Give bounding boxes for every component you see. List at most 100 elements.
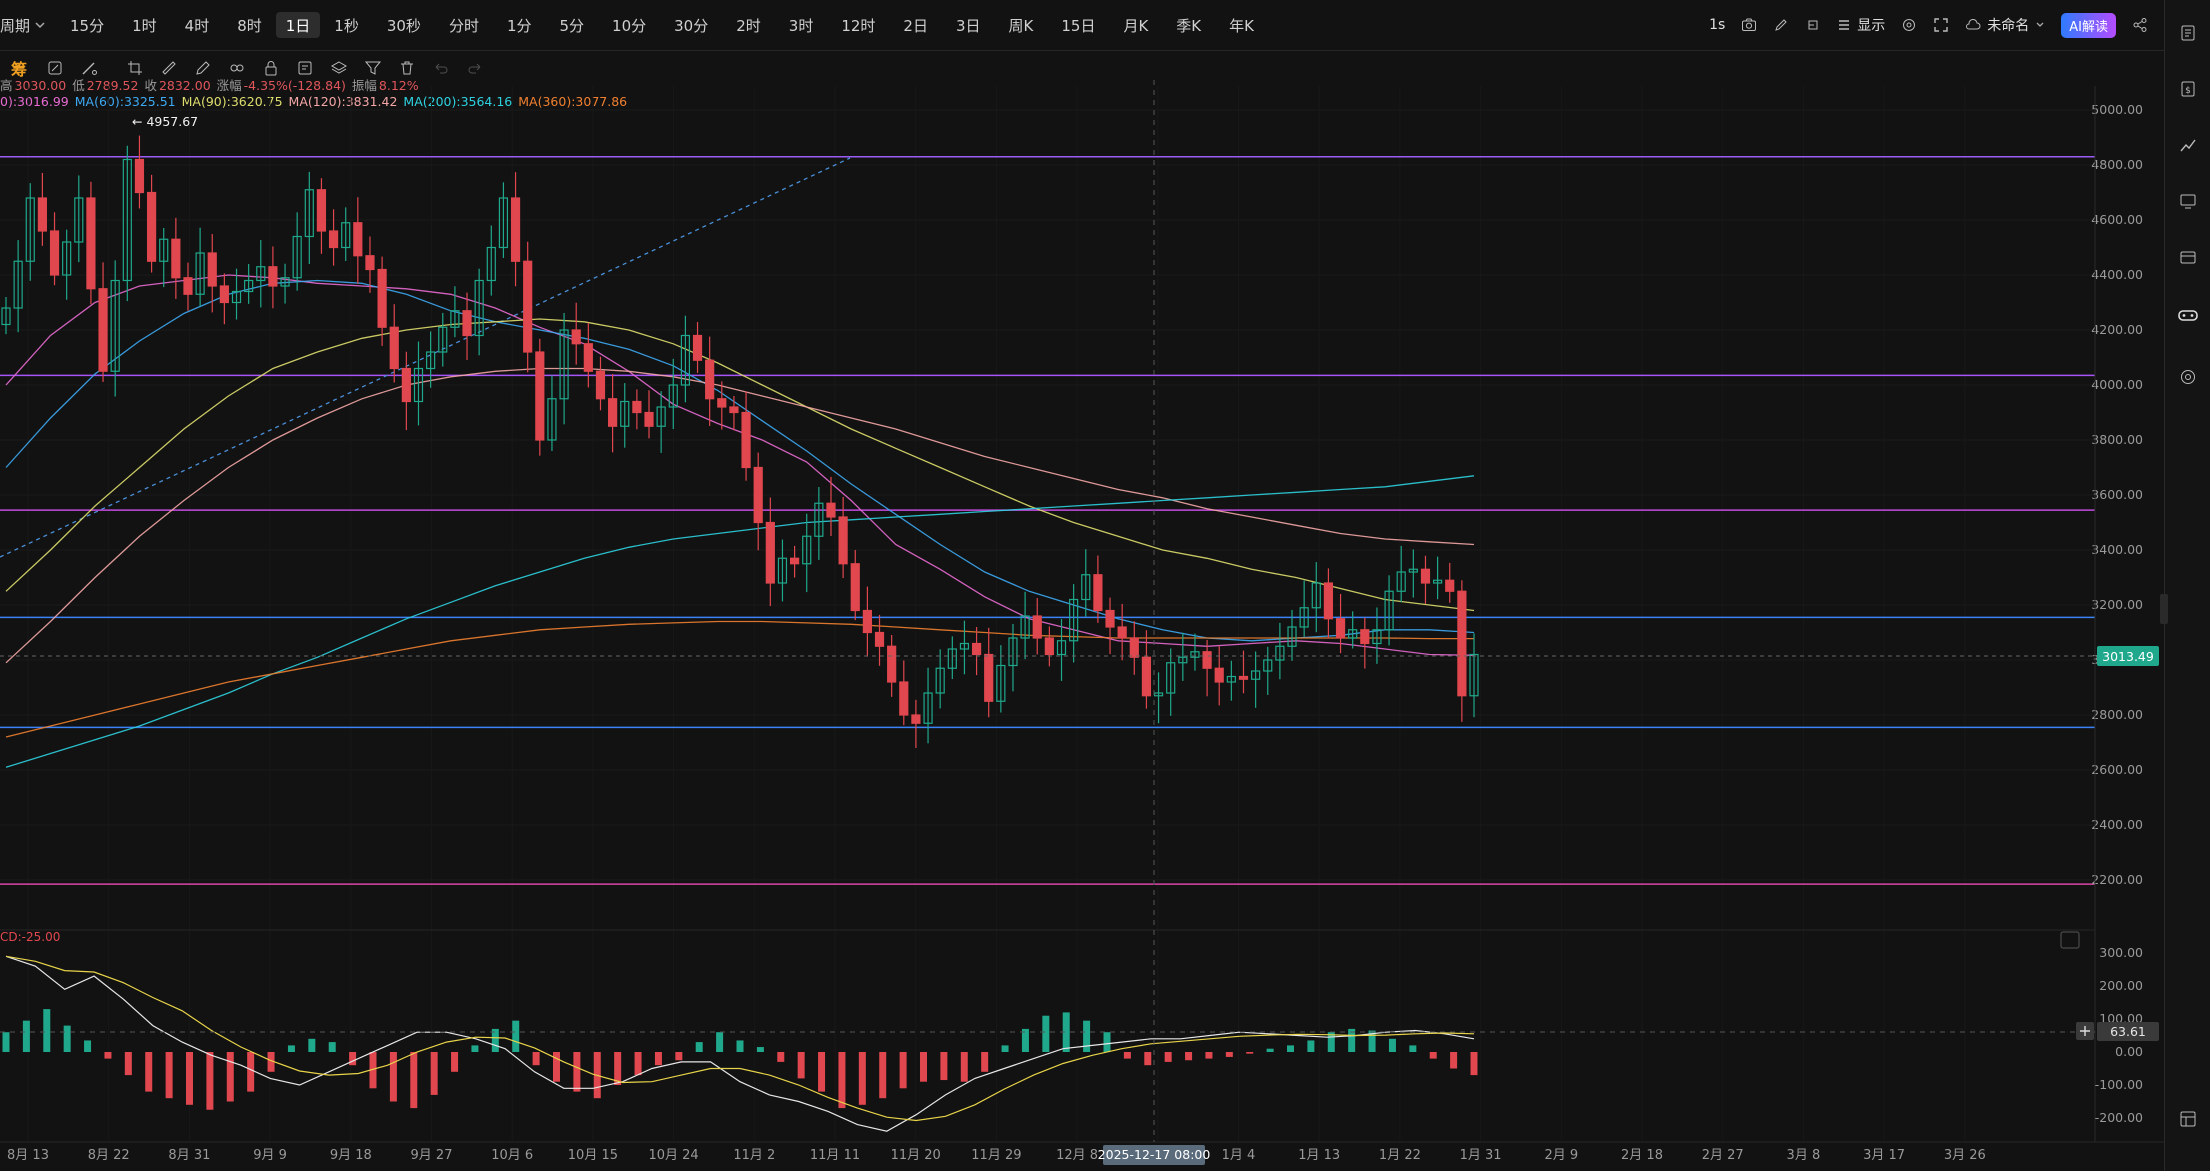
period-tab[interactable]: 1秒	[334, 16, 359, 35]
candle[interactable]	[608, 374, 618, 453]
draw-pen-icon[interactable]	[1773, 17, 1789, 33]
period-tab[interactable]: 30分	[674, 16, 709, 35]
crop-icon[interactable]	[118, 53, 152, 83]
candle[interactable]	[1069, 584, 1079, 663]
candle[interactable]	[49, 212, 60, 286]
candle[interactable]	[1008, 623, 1018, 692]
period-tab[interactable]: 月K	[1123, 16, 1149, 35]
ma-legend-item[interactable]: MA(90):3620.75	[181, 94, 283, 109]
candle[interactable]	[195, 227, 205, 307]
candle[interactable]	[159, 227, 169, 288]
candle[interactable]	[862, 586, 872, 657]
candle[interactable]	[1469, 633, 1479, 718]
candle[interactable]	[438, 312, 448, 367]
lock-icon[interactable]	[254, 53, 288, 83]
ma-legend-item[interactable]: MA(200):3564.16	[403, 94, 513, 109]
candle[interactable]	[328, 209, 339, 266]
candle[interactable]	[134, 135, 145, 209]
candle[interactable]	[62, 229, 72, 300]
candle[interactable]	[935, 649, 945, 709]
candle[interactable]	[474, 268, 484, 356]
candle[interactable]	[1408, 549, 1418, 598]
ma-line[interactable]	[5, 620, 1474, 738]
candle[interactable]	[122, 145, 132, 302]
candle[interactable]	[98, 262, 108, 382]
period-tab[interactable]: 1时	[132, 16, 157, 35]
candle[interactable]	[656, 391, 666, 453]
period-tab[interactable]: 3日	[955, 16, 981, 35]
period-tab[interactable]: 1日	[275, 12, 321, 38]
candle[interactable]	[789, 545, 800, 578]
candle[interactable]	[1445, 562, 1455, 603]
candle[interactable]	[923, 667, 933, 744]
candle[interactable]	[692, 322, 703, 373]
candle[interactable]	[620, 383, 630, 448]
candle[interactable]	[996, 645, 1006, 713]
filter-icon[interactable]	[356, 53, 390, 83]
candle[interactable]	[1311, 562, 1321, 633]
candle[interactable]	[971, 627, 982, 676]
candle[interactable]	[1081, 549, 1091, 617]
period-tab[interactable]: 2日	[903, 16, 928, 35]
candle[interactable]	[413, 341, 424, 426]
candle[interactable]	[838, 496, 848, 579]
candle[interactable]	[316, 178, 327, 254]
candle[interactable]	[1190, 633, 1200, 671]
candle[interactable]	[717, 381, 727, 430]
period-tab[interactable]: 10分	[612, 16, 647, 35]
candle[interactable]	[86, 181, 96, 305]
candle[interactable]	[899, 660, 909, 726]
candle[interactable]	[911, 699, 921, 748]
gamepad-icon[interactable]	[2177, 304, 2199, 326]
candle[interactable]	[1178, 632, 1188, 681]
ma-legend-item[interactable]: MA(60):3325.51	[74, 94, 176, 109]
magnet-icon[interactable]	[38, 53, 72, 83]
candle[interactable]	[377, 256, 387, 346]
candle[interactable]	[1299, 580, 1309, 637]
candle[interactable]	[268, 246, 278, 309]
ma-line[interactable]	[5, 274, 1475, 656]
candle[interactable]	[231, 268, 242, 320]
period-tab[interactable]: 12时	[841, 16, 876, 35]
candle[interactable]	[1093, 555, 1103, 623]
period-tab[interactable]: 15分	[70, 16, 105, 35]
candle[interactable]	[1360, 617, 1370, 669]
candle[interactable]	[426, 331, 436, 388]
layers-icon[interactable]	[322, 53, 356, 83]
candle[interactable]	[1238, 650, 1249, 694]
candle[interactable]	[1433, 556, 1443, 600]
candle[interactable]	[523, 241, 533, 373]
period-tab[interactable]: 8时	[237, 16, 262, 35]
fullscreen-icon[interactable]	[1933, 17, 1949, 33]
candle[interactable]	[207, 234, 217, 313]
candle[interactable]	[753, 452, 763, 551]
candle[interactable]	[450, 286, 460, 338]
period-tab[interactable]: 年K	[1229, 16, 1254, 35]
candle[interactable]	[644, 390, 654, 439]
candle[interactable]	[959, 620, 970, 675]
interval-selector[interactable]: 1s	[1709, 17, 1726, 33]
radar-icon[interactable]	[2177, 366, 2199, 388]
candle[interactable]	[668, 358, 678, 429]
candle[interactable]	[571, 302, 581, 365]
trend-chart-icon[interactable]	[2177, 134, 2199, 156]
camera-icon[interactable]	[1741, 17, 1757, 33]
candle[interactable]	[462, 292, 472, 360]
candle[interactable]	[535, 338, 545, 456]
candle[interactable]	[1153, 672, 1164, 724]
candle[interactable]	[826, 476, 836, 536]
document-icon[interactable]	[2177, 22, 2199, 44]
period-tab[interactable]: 分时	[448, 16, 479, 35]
candle[interactable]	[1166, 648, 1176, 716]
trash-icon[interactable]	[390, 53, 424, 83]
period-tab[interactable]: 1分	[506, 16, 532, 35]
candle[interactable]	[510, 172, 521, 287]
candle[interactable]	[887, 634, 897, 697]
price-tag-icon[interactable]: $	[2177, 78, 2199, 100]
candle[interactable]	[1335, 594, 1346, 654]
share-icon[interactable]	[2132, 17, 2148, 33]
candle[interactable]	[74, 175, 84, 263]
ruler-icon[interactable]	[152, 53, 186, 83]
candle[interactable]	[559, 312, 569, 425]
replay-icon[interactable]	[1805, 17, 1821, 33]
